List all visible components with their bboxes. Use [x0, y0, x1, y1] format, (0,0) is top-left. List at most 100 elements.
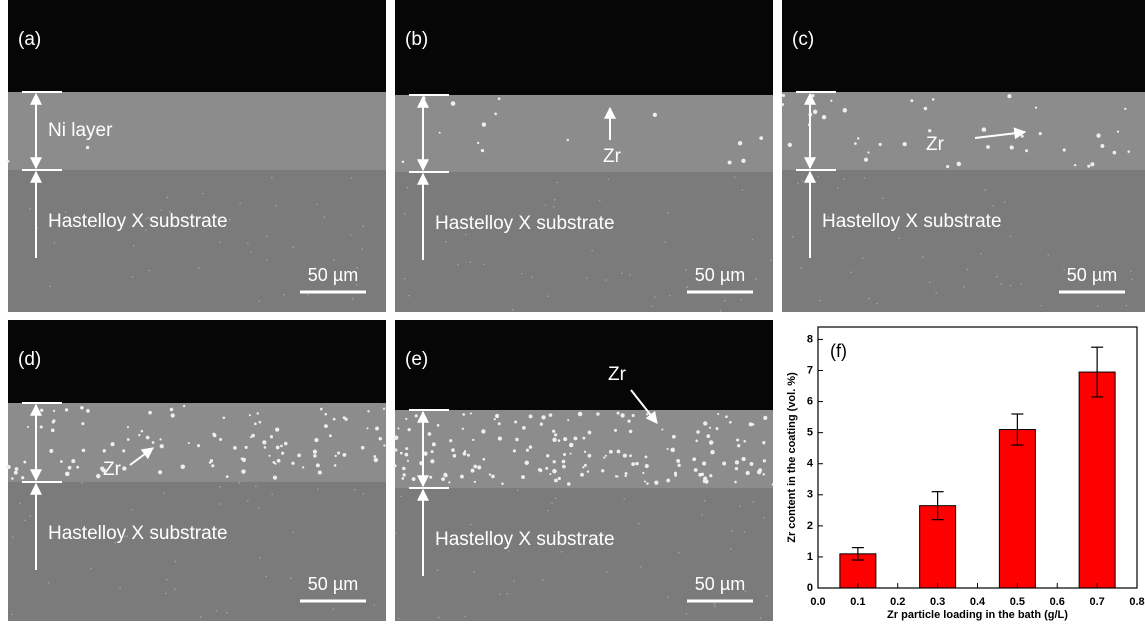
x-tick-label: 0.6 — [1050, 596, 1065, 608]
particle — [245, 446, 248, 449]
speck — [247, 243, 249, 245]
speck — [445, 241, 447, 243]
speck — [843, 178, 845, 180]
substrate-label: Hastelloy X substrate — [48, 211, 228, 232]
particle — [233, 446, 237, 450]
speck — [731, 530, 733, 532]
particle — [226, 475, 229, 478]
speck — [862, 257, 864, 259]
particle — [412, 477, 416, 481]
particle — [146, 436, 150, 440]
speck — [165, 593, 167, 595]
particle — [374, 458, 378, 462]
particle — [620, 413, 624, 417]
particle — [470, 412, 472, 414]
particle — [1035, 106, 1037, 108]
mounting-resin — [8, 0, 386, 92]
particle — [276, 446, 280, 450]
particle — [160, 444, 164, 448]
speck — [730, 548, 732, 550]
particle — [127, 438, 130, 441]
speck — [935, 292, 937, 294]
particle — [333, 418, 336, 421]
particle — [81, 422, 84, 425]
particle — [273, 476, 277, 480]
particle — [448, 481, 450, 483]
particle — [552, 438, 556, 442]
particle — [1090, 162, 1094, 166]
particle — [402, 161, 404, 163]
bar — [1079, 372, 1115, 588]
particle — [40, 425, 43, 428]
speck — [868, 298, 870, 300]
particle — [546, 454, 549, 457]
particle — [460, 475, 464, 479]
particle — [549, 473, 551, 475]
x-tick-label: 0.4 — [970, 596, 986, 608]
particle — [629, 454, 632, 457]
speck — [685, 269, 687, 271]
speck — [352, 298, 354, 300]
particle — [515, 438, 519, 442]
particle — [526, 449, 529, 452]
particle — [763, 416, 767, 420]
scale-label: 50 µm — [695, 574, 745, 594]
particle — [661, 429, 663, 431]
particle — [529, 414, 533, 418]
particle — [822, 115, 826, 119]
zr-label: Zr — [608, 364, 627, 385]
particle — [601, 469, 604, 472]
particle — [86, 409, 90, 413]
speck — [608, 179, 610, 181]
speck — [275, 205, 277, 207]
particle — [269, 455, 271, 457]
particle — [482, 458, 485, 461]
particle — [758, 468, 762, 472]
speck — [265, 576, 267, 578]
particle — [654, 481, 658, 485]
speck — [457, 264, 459, 266]
speck — [513, 580, 515, 582]
particle — [491, 475, 495, 479]
particle — [211, 464, 214, 467]
particle — [635, 462, 639, 466]
particle — [437, 424, 440, 427]
speck — [1021, 283, 1023, 285]
particle — [188, 442, 190, 444]
particle — [763, 473, 765, 475]
speck — [470, 524, 472, 526]
speck — [219, 241, 221, 243]
speck — [606, 572, 608, 574]
particle — [653, 113, 657, 117]
zr-label: Zr — [103, 459, 122, 480]
particle — [703, 421, 707, 425]
particle — [558, 477, 561, 480]
speck — [12, 536, 14, 538]
particle — [313, 454, 317, 458]
particle — [277, 459, 281, 463]
speck — [547, 295, 549, 297]
particle — [725, 415, 728, 418]
speck — [293, 246, 295, 248]
particle — [529, 445, 532, 448]
particle — [429, 476, 432, 479]
speck — [407, 187, 409, 189]
speck — [760, 617, 762, 619]
particle — [1021, 135, 1024, 138]
scale-label: 50 µm — [308, 265, 358, 285]
particle — [645, 464, 649, 468]
particle — [709, 474, 712, 477]
particle — [587, 470, 589, 472]
particle — [541, 415, 545, 419]
particle — [1117, 130, 1119, 132]
speck — [271, 494, 273, 496]
particle — [737, 444, 740, 447]
coating-layer — [8, 403, 386, 482]
particle — [170, 408, 173, 411]
particle — [569, 443, 574, 448]
particle — [477, 142, 479, 144]
particle — [709, 440, 714, 445]
particle — [1113, 151, 1117, 155]
particle — [405, 447, 408, 450]
speck — [992, 205, 994, 207]
